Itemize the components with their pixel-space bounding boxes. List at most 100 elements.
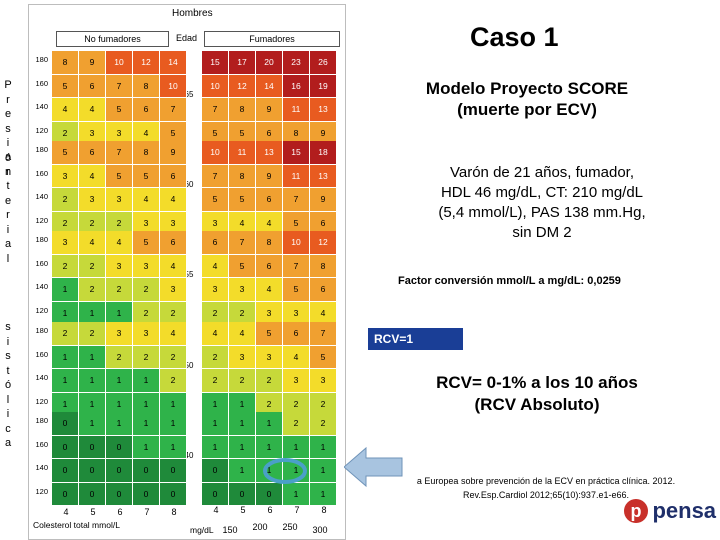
risk-cell: 6 bbox=[202, 231, 229, 255]
risk-cell: 9 bbox=[160, 141, 187, 165]
risk-cell: 3 bbox=[52, 164, 79, 188]
pensa-logo: p pensa bbox=[624, 498, 716, 526]
risk-cell: 1 bbox=[229, 459, 256, 483]
risk-cell: 3 bbox=[52, 231, 79, 255]
risk-cell: 1 bbox=[133, 435, 160, 459]
risk-cell: 0 bbox=[133, 459, 160, 483]
risk-cell: 10 bbox=[202, 141, 229, 165]
risk-cell: 1 bbox=[106, 369, 133, 393]
sbp-level-label: 120 bbox=[35, 125, 48, 135]
risk-cell: 4 bbox=[106, 231, 133, 255]
risk-cell: 0 bbox=[106, 435, 133, 459]
sbp-level-label: 140 bbox=[35, 463, 48, 472]
risk-cell: 1 bbox=[52, 369, 79, 393]
risk-cell: 5 bbox=[310, 345, 337, 369]
risk-cell: 2 bbox=[202, 345, 229, 369]
age-band-label: 50 bbox=[184, 361, 194, 370]
risk-cell: 1 bbox=[283, 435, 310, 459]
risk-cell: 10 bbox=[283, 231, 310, 255]
risk-cell: 8 bbox=[133, 74, 160, 98]
sbp-level-label: 120 bbox=[35, 486, 48, 496]
risk-cell: 9 bbox=[310, 188, 337, 212]
risk-cell: 6 bbox=[160, 231, 187, 255]
highlight-circle bbox=[263, 458, 307, 484]
risk-cell: 9 bbox=[256, 98, 283, 122]
sbp-level-label: 160 bbox=[35, 258, 48, 268]
chol-axis-label-mmol: Colesterol total mmol/L bbox=[33, 520, 120, 530]
sbp-level-label: 140 bbox=[35, 192, 48, 201]
risk-cell: 12 bbox=[310, 231, 337, 255]
risk-cell: 0 bbox=[256, 482, 283, 506]
risk-cell: 17 bbox=[229, 51, 256, 75]
risk-cell: 13 bbox=[310, 98, 337, 122]
risk-cell: 7 bbox=[106, 141, 133, 165]
sbp-level-label: 160 bbox=[35, 78, 48, 88]
sbp-level-label: 180 bbox=[35, 145, 48, 154]
risk-cell: 15 bbox=[202, 51, 229, 75]
risk-cell: 4 bbox=[256, 278, 283, 302]
risk-cell: 4 bbox=[160, 254, 187, 278]
model-title: Modelo Proyecto SCORE (muerte por ECV) bbox=[425, 79, 629, 119]
risk-cell: 1 bbox=[310, 459, 337, 483]
sbp-level-label: 140 bbox=[35, 282, 48, 291]
risk-cell: 4 bbox=[283, 345, 310, 369]
risk-cell: 8 bbox=[229, 164, 256, 188]
risk-cell: 4 bbox=[79, 231, 106, 255]
risk-cell: 0 bbox=[79, 435, 106, 459]
risk-cell: 4 bbox=[79, 98, 106, 122]
risk-cell: 5 bbox=[52, 141, 79, 165]
chol-tick-mmol-smokers: 4 bbox=[213, 505, 219, 515]
sbp-level-label: 120 bbox=[35, 396, 48, 406]
risk-cell: 26 bbox=[310, 51, 337, 75]
risk-cell: 1 bbox=[79, 369, 106, 393]
risk-cell: 5 bbox=[256, 322, 283, 346]
chol-tick-mgdl: 150 bbox=[222, 525, 238, 535]
risk-cell: 15 bbox=[283, 141, 310, 165]
risk-cell: 6 bbox=[256, 254, 283, 278]
risk-cell: 3 bbox=[229, 345, 256, 369]
risk-cell: 6 bbox=[310, 278, 337, 302]
risk-cell: 1 bbox=[160, 435, 187, 459]
sbp-level-label: 160 bbox=[35, 439, 48, 449]
risk-cell: 8 bbox=[310, 254, 337, 278]
risk-cell: 2 bbox=[106, 278, 133, 302]
risk-cell: 3 bbox=[310, 369, 337, 393]
risk-cell: 3 bbox=[202, 278, 229, 302]
sbp-level-label: 140 bbox=[35, 102, 48, 111]
risk-cell: 1 bbox=[229, 435, 256, 459]
risk-cell: 1 bbox=[160, 412, 187, 436]
risk-cell: 6 bbox=[283, 322, 310, 346]
age-band-label: 40 bbox=[184, 451, 194, 460]
chol-axis-label-mg: mg/dL bbox=[190, 525, 214, 535]
risk-cell: 11 bbox=[283, 164, 310, 188]
risk-cell: 18 bbox=[310, 141, 337, 165]
risk-cell: 2 bbox=[79, 278, 106, 302]
risk-cell: 1 bbox=[256, 435, 283, 459]
risk-cell: 5 bbox=[283, 278, 310, 302]
risk-cell: 1 bbox=[256, 459, 283, 483]
risk-cell: 2 bbox=[202, 369, 229, 393]
chol-tick-mgdl: 250 bbox=[282, 522, 298, 532]
age-band-label: 60 bbox=[184, 180, 194, 189]
risk-cell: 5 bbox=[106, 98, 133, 122]
risk-cell: 5 bbox=[202, 188, 229, 212]
risk-cell: 7 bbox=[310, 322, 337, 346]
chol-tick-mmol: 6 bbox=[117, 507, 123, 517]
risk-cell: 0 bbox=[202, 459, 229, 483]
risk-cell: 6 bbox=[133, 98, 160, 122]
risk-cell: 1 bbox=[133, 369, 160, 393]
risk-cell: 9 bbox=[79, 51, 106, 75]
logo-text: pensa bbox=[652, 498, 717, 523]
risk-cell: 7 bbox=[106, 74, 133, 98]
risk-cell: 2 bbox=[79, 254, 106, 278]
risk-cell: 12 bbox=[229, 74, 256, 98]
risk-cell: 10 bbox=[202, 74, 229, 98]
age-band-label: 55 bbox=[184, 270, 194, 279]
risk-cell: 3 bbox=[133, 254, 160, 278]
risk-cell: 6 bbox=[79, 141, 106, 165]
nonsmokers-header: No fumadores bbox=[56, 31, 169, 47]
case-description: Varón de 21 años, fumador, HDL 46 mg/dL,… bbox=[438, 164, 646, 241]
chol-tick-mmol: 7 bbox=[144, 507, 150, 517]
risk-cell: 7 bbox=[283, 254, 310, 278]
